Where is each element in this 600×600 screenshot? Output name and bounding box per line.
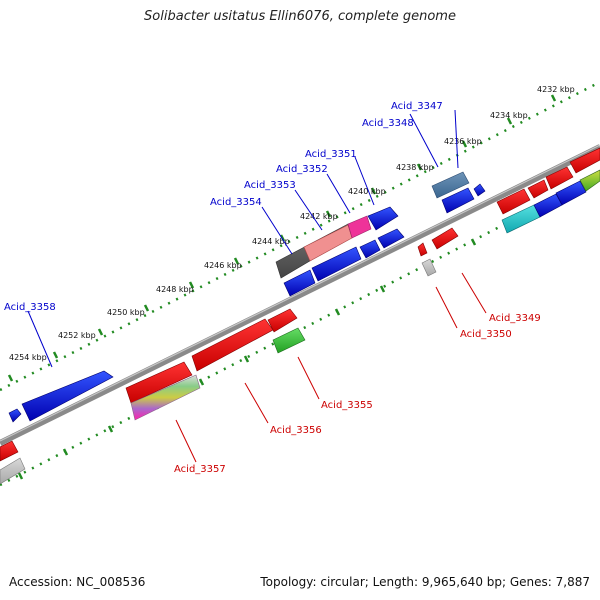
gene-label[interactable]: Acid_3351 xyxy=(305,149,357,160)
kbp-label: 4236 kbp xyxy=(444,137,482,146)
gene-label[interactable]: Acid_3349 xyxy=(489,313,541,324)
kbp-label: 4246 kbp xyxy=(204,261,242,270)
genome-backbone xyxy=(0,144,600,446)
gene-grey-left-edge[interactable] xyxy=(0,457,26,485)
gene-label[interactable]: Acid_3347 xyxy=(391,101,443,112)
gene-blue-b[interactable] xyxy=(311,246,362,282)
gene-acid-3350[interactable] xyxy=(421,258,437,277)
forward-strand-genes xyxy=(8,147,600,423)
gene-acid-3358[interactable] xyxy=(21,370,114,422)
kbp-label: 4244 kbp xyxy=(252,237,290,246)
gene-red-tiny[interactable] xyxy=(417,242,428,257)
kbp-label: 4242 kbp xyxy=(300,212,338,221)
gene-acid-3347[interactable] xyxy=(431,171,470,199)
reverse-gene-labels: Acid_3349 Acid_3350 Acid_3355 Acid_3356 … xyxy=(174,313,541,475)
gene-acid-3352[interactable] xyxy=(347,215,372,239)
forward-leader-lines xyxy=(27,109,459,368)
kbp-label: 4234 kbp xyxy=(490,111,528,120)
gene-small-arrow[interactable] xyxy=(8,408,22,423)
gene-acid-3351[interactable] xyxy=(367,206,399,231)
gene-label[interactable]: Acid_3352 xyxy=(276,164,328,175)
kbp-label: 4254 kbp xyxy=(9,353,47,362)
gene-label[interactable]: Acid_3348 xyxy=(362,118,414,129)
gene-red-right-2[interactable] xyxy=(527,179,549,199)
kbp-label: 4240 kbp xyxy=(348,187,386,196)
genome-backbone-highlight xyxy=(0,144,600,442)
gene-acid-3357[interactable] xyxy=(130,374,201,421)
gene-blue-right-1[interactable] xyxy=(533,193,563,218)
genome-summary-text: Topology: circular; Length: 9,965,640 bp… xyxy=(260,575,590,589)
gene-label[interactable]: Acid_3356 xyxy=(270,425,322,436)
gene-label[interactable]: Acid_3357 xyxy=(174,464,226,475)
gene-blue-right-2[interactable] xyxy=(555,180,587,206)
reverse-leader-lines xyxy=(175,272,487,463)
gene-yellowgreen[interactable] xyxy=(579,169,600,192)
gene-blue-a[interactable] xyxy=(283,269,316,297)
kbp-label: 4248 kbp xyxy=(156,285,194,294)
gene-label[interactable]: Acid_3353 xyxy=(244,180,296,191)
gene-label[interactable]: Acid_3358 xyxy=(4,302,56,313)
gene-label[interactable]: Acid_3355 xyxy=(321,400,373,411)
gene-acid-3349[interactable] xyxy=(431,227,459,250)
gene-label[interactable]: Acid_3350 xyxy=(460,329,512,340)
kbp-labels: 4232 kbp 4234 kbp 4236 kbp 4238 kbp 4240… xyxy=(9,85,575,362)
kbp-label: 4232 kbp xyxy=(537,85,575,94)
gene-red-left-edge[interactable] xyxy=(0,440,19,462)
gene-acid-3348[interactable] xyxy=(441,187,475,214)
gene-label[interactable]: Acid_3354 xyxy=(210,197,262,208)
gene-red-right-1[interactable] xyxy=(496,188,531,215)
gene-red-right-4[interactable] xyxy=(569,147,600,174)
kbp-label: 4238 kbp xyxy=(396,163,434,172)
gene-blue-c[interactable] xyxy=(359,239,381,259)
kbp-label: 4250 kbp xyxy=(107,308,145,317)
outer-major-ticks xyxy=(7,94,557,382)
forward-gene-labels: Acid_3347 Acid_3348 Acid_3351 Acid_3352 … xyxy=(4,101,443,313)
gene-red-short[interactable] xyxy=(267,308,298,333)
gene-red-left-long[interactable] xyxy=(125,361,193,404)
reverse-strand-genes xyxy=(0,169,600,485)
gene-red-right-3[interactable] xyxy=(545,166,574,190)
kbp-label: 4252 kbp xyxy=(58,331,96,340)
outer-tick-track xyxy=(0,80,600,392)
map-title: Solibacter usitatus Ellin6076, complete … xyxy=(144,9,456,24)
accession-text: Accession: NC_008536 xyxy=(9,575,146,589)
gene-small-blue[interactable] xyxy=(473,183,486,197)
gene-acid-3355[interactable] xyxy=(272,327,306,354)
gene-blue-d[interactable] xyxy=(377,228,405,249)
